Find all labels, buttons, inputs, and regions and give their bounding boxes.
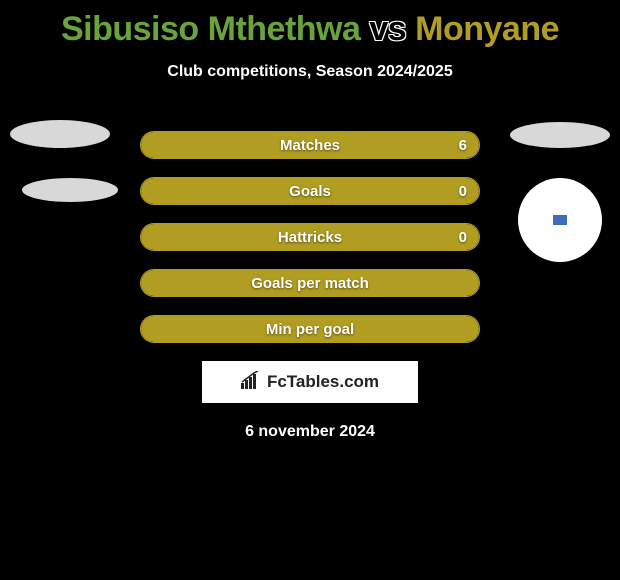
vs-text: vs (369, 10, 406, 48)
stat-label: Min per goal (266, 321, 354, 338)
stat-value: 6 (459, 137, 467, 154)
logo-text: FcTables.com (241, 371, 379, 394)
player1-name: Sibusiso Mthethwa (61, 10, 360, 48)
logo-box: FcTables.com (202, 361, 418, 403)
stat-value: 0 (459, 183, 467, 200)
decorative-ellipse (22, 178, 118, 202)
decorative-ellipse (10, 120, 110, 148)
logo-label: FcTables.com (267, 372, 379, 392)
stat-label: Hattricks (278, 229, 342, 246)
stat-row-goals-per-match: Goals per match (140, 269, 480, 297)
stat-label: Goals per match (251, 275, 369, 292)
stat-label: Goals (289, 183, 331, 200)
date-text: 6 november 2024 (0, 423, 620, 441)
subtitle: Club competitions, Season 2024/2025 (0, 63, 620, 81)
page-title: Sibusiso Mthethwa vs Monyane (0, 0, 620, 49)
chart-icon (241, 371, 263, 394)
decorative-ellipse (510, 122, 610, 148)
stat-label: Matches (280, 137, 340, 154)
player2-name: Monyane (415, 10, 559, 48)
stat-row-goals: Goals 0 (140, 177, 480, 205)
stat-row-hattricks: Hattricks 0 (140, 223, 480, 251)
flag-icon (553, 215, 567, 225)
decorative-ellipse (518, 178, 602, 262)
stat-row-matches: Matches 6 (140, 131, 480, 159)
stat-value: 0 (459, 229, 467, 246)
stat-row-min-per-goal: Min per goal (140, 315, 480, 343)
